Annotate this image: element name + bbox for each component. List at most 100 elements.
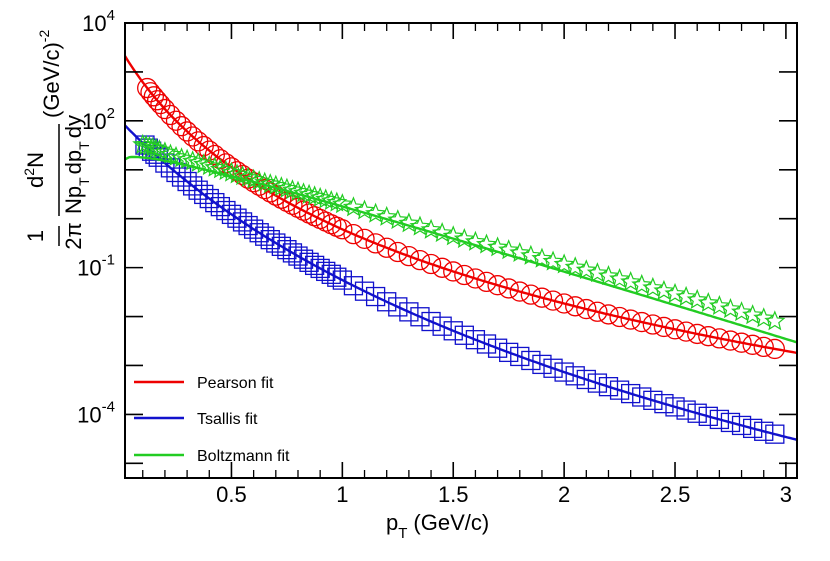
pearson-data-point [520,284,542,305]
tsallis-data-point [454,325,474,345]
pearson-data-point [553,293,575,314]
pearson-data-point [731,332,752,353]
boltzmann-data-point [664,282,686,303]
pearson-data-point [598,304,619,325]
tsallis-data-point [510,346,530,367]
tsallis-data-point [665,397,685,417]
legend-label-tsallis: Tsallis fit [197,411,258,428]
x-axis-label-sub: T [398,525,407,542]
pearson-data-point [498,278,519,299]
boltzmann-data-point [170,147,193,168]
pearson-data-point [420,253,442,275]
tsallis-data-point [476,334,497,354]
tsallis-data-point [377,292,397,312]
boltzmann-data-point [376,205,398,226]
boltzmann-data-point [442,225,464,246]
boltzmann-data-point [315,188,337,209]
boltzmann-data-point [254,171,276,192]
tsallis-data-point [742,418,763,439]
boltzmann-data-point [597,265,620,286]
pearson-data-point [431,257,453,278]
pearson-data-point [137,77,158,99]
pearson-data-point [171,116,192,137]
boltzmann-data-point [398,212,420,233]
boltzmann-data-point [697,291,719,313]
boltzmann-data-point [135,134,157,155]
pearson-data-point [642,314,663,335]
tsallis-data-point [521,350,541,371]
x-tick-label: 1.5 [438,482,469,507]
tsallis-data-point [598,377,619,397]
boltzmann-data-point [320,189,342,211]
tsallis-data-point [487,338,508,358]
boltzmann-data-point [719,298,742,319]
boltzmann-data-point [326,191,348,212]
boltzmann-data-point [520,244,542,265]
boltzmann-fit-curve [124,155,798,344]
tsallis-data-point [709,409,730,430]
tsallis-data-point [554,362,574,382]
y-tick-label: 10-1 [77,252,115,281]
tsallis-data-point [221,204,242,225]
series-boltzmann [124,133,798,344]
pearson-data-point [631,311,652,333]
pearson-data-point [609,306,630,328]
boltzmann-data-point [165,145,187,166]
x-axis-label-main: p [386,510,398,535]
tsallis-data-point [499,342,519,363]
boltzmann-data-point [270,176,292,197]
tsallis-data-point [632,387,652,407]
boltzmann-data-point [653,279,675,300]
boltzmann-data-point [409,215,431,236]
pearson-data-point [376,237,397,258]
pearson-data-point [454,264,475,286]
pearson-data-point [487,275,508,296]
boltzmann-data-point [304,185,326,206]
y-label-num-sup: 2 [21,168,37,176]
x-axis-label-unit: (GeV/c) [413,510,489,535]
tsallis-data-point [720,412,741,433]
pearson-data-point [204,144,225,166]
tsallis-data-point [532,354,552,375]
x-tick-label: 2 [558,482,570,507]
tsallis-data-point [243,219,264,239]
boltzmann-data-point [531,247,553,268]
pearson-data-point [675,321,697,342]
boltzmann-data-point [753,307,775,328]
plot-frame [124,22,798,479]
pearson-data-point [254,178,275,200]
tsallis-data-point [609,380,630,400]
y-tick-label: 102 [82,105,115,134]
pearson-data-point [698,326,719,347]
boltzmann-data-point [575,259,597,280]
legend-item-boltzmann: Boltzmann fit [134,448,290,465]
tsallis-data-point [238,215,258,236]
pearson-data-point [154,98,176,120]
legend: Pearson fit Tsallis fit Boltzmann fit [134,375,290,465]
tsallis-data-point [621,383,641,404]
y-label-denominator: NpTdpTdy [61,115,92,214]
boltzmann-data-point [182,150,204,171]
boltzmann-data-point [342,196,364,217]
tsallis-data-point [249,223,269,243]
pearson-data-point [509,281,530,302]
boltzmann-data-point [487,236,509,257]
tsallis-data-point [731,415,752,436]
tsallis-data-point [576,369,596,390]
boltzmann-data-point [464,230,486,251]
pearson-data-point [443,261,464,282]
boltzmann-data-point [281,179,304,200]
pearson-data-point [764,338,785,360]
y-axis-label: 1 2π d2N NpTdpTdy (GeV/c)-2 [21,30,92,250]
boltzmann-data-point [609,267,631,289]
pearson-data-point [653,316,675,338]
tsallis-data-point [266,233,286,253]
pearson-data-point [664,319,686,340]
pearson-data-point [476,271,497,293]
y-label-den-t1: T [76,177,92,186]
boltzmann-data-point [265,174,287,195]
pearson-data-point [343,224,364,245]
y-label-num-n: N [23,152,48,168]
pearson-data-point [354,228,375,249]
tsallis-data-point [754,421,774,441]
